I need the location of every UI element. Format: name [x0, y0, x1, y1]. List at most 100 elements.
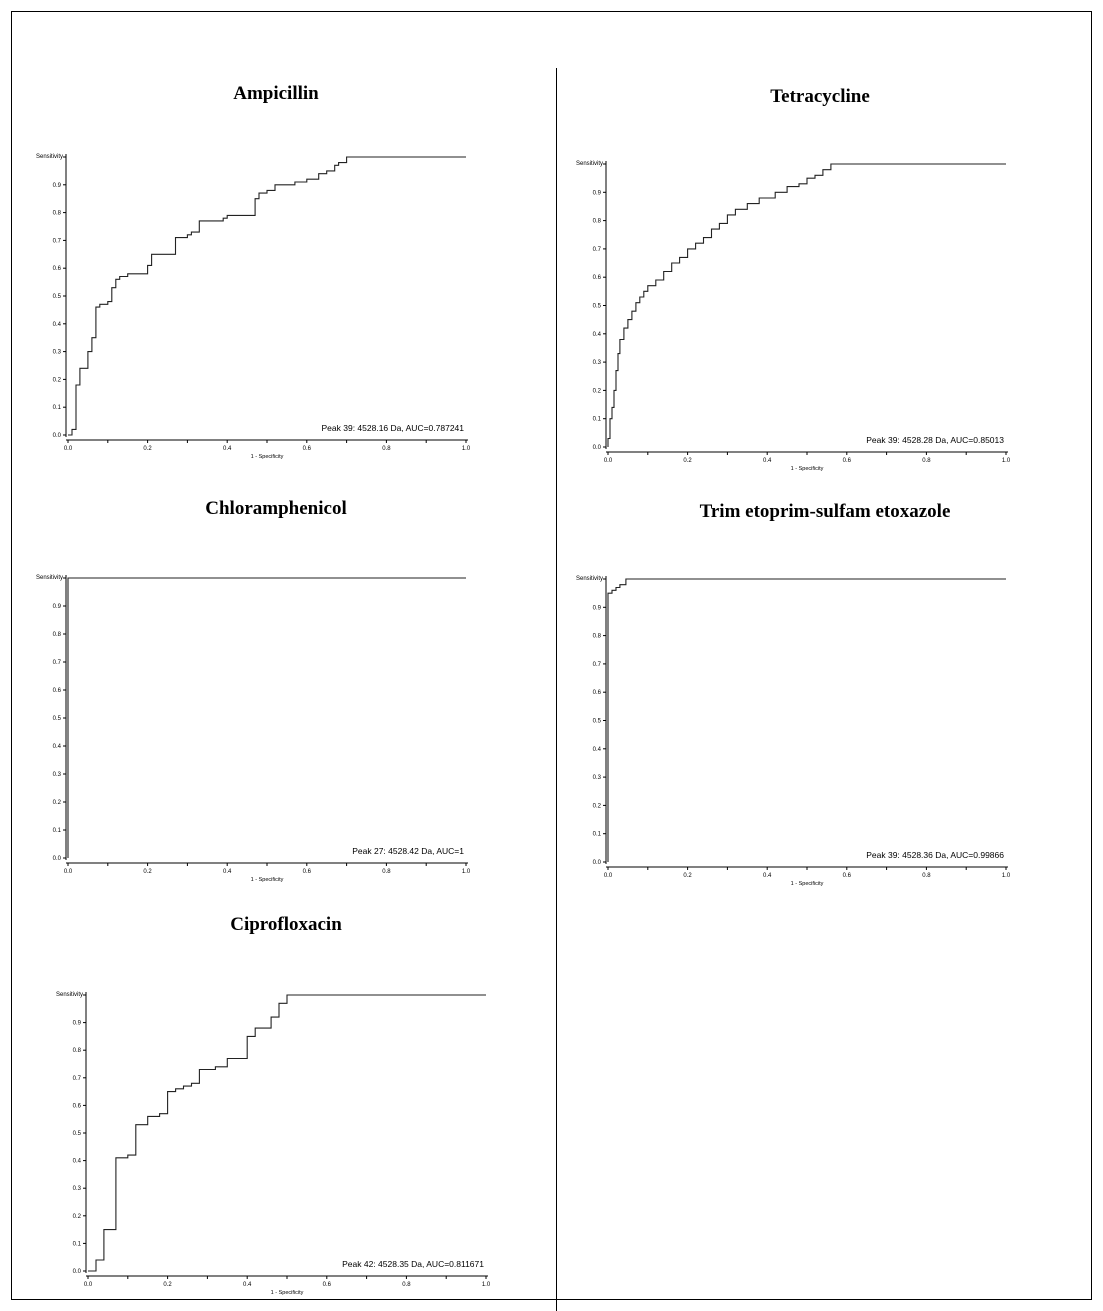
y-tick-label: 0.5: [53, 716, 62, 722]
y-tick-label: 0.4: [73, 1159, 82, 1165]
y-tick-label: 0.3: [593, 775, 602, 781]
y-axis-label: Sensitivity: [576, 576, 603, 582]
y-tick-label: 0.2: [593, 803, 602, 809]
y-tick-label: 0.8: [593, 219, 602, 225]
x-tick-label: 0.4: [223, 446, 232, 452]
y-tick-label: 0.4: [593, 332, 602, 338]
roc-curve: [607, 578, 1006, 862]
auc-annotation: Peak 39: 4528.28 Da, AUC=0.85013: [866, 435, 1004, 445]
roc-chart-tetracycline: 0.0 0.1 0.2 0.3 0.4 0.5 0.6 0.7 0.8 0.9 Sensitivit…: [576, 161, 1011, 472]
y-axis-label: Sensitivity: [36, 575, 63, 581]
x-axis-label: 1 - Specificity: [251, 877, 284, 883]
y-tick-label: 0.3: [593, 360, 602, 366]
x-tick-label: 0.0: [64, 869, 73, 875]
y-tick-label: 0.7: [53, 238, 62, 244]
roc-curve: [607, 163, 1006, 447]
y-tick-label: 0.9: [73, 1021, 82, 1027]
y-tick-label: 0.7: [53, 660, 62, 666]
roc-chart-chloramphenicol: 0.0 0.1 0.2 0.3 0.4 0.5 0.6 0.7 0.8 0.9 Sensitivit…: [36, 575, 471, 883]
y-tick-label: 0.1: [53, 405, 62, 411]
y-tick-label: 0.6: [73, 1103, 82, 1109]
y-tick-label: 0.5: [53, 294, 62, 300]
x-tick-label: 1.0: [462, 446, 471, 452]
panel-title: Tetracycline: [770, 86, 870, 107]
x-tick-label: 0.2: [143, 869, 152, 875]
y-tick-label: 0.0: [593, 445, 602, 451]
roc-chart-ampicillin: 0.0 0.1 0.2 0.3 0.4 0.5 0.6 0.7 0.8 0.9 Sensitivit…: [36, 154, 471, 460]
y-tick-label: 0.3: [53, 350, 62, 356]
x-tick-label: 0.6: [323, 1282, 332, 1288]
roc-curve: [68, 156, 466, 436]
x-axis-label: 1 - Specificity: [271, 1290, 304, 1296]
x-tick-label: 1.0: [462, 869, 471, 875]
x-tick-label: 0.8: [922, 873, 931, 879]
y-axis-label: Sensitivity: [36, 154, 63, 160]
x-tick-label: 0.0: [64, 446, 73, 452]
auc-annotation: Peak 39: 4528.36 Da, AUC=0.99866: [866, 850, 1004, 860]
y-tick-label: 0.0: [73, 1269, 82, 1275]
y-tick-label: 0.4: [53, 744, 62, 750]
auc-annotation: Peak 27: 4528.42 Da, AUC=1: [352, 846, 464, 856]
x-axis-label: 1 - Specificity: [791, 466, 824, 472]
x-axis-label: 1 - Specificity: [791, 881, 824, 887]
y-tick-label: 0.1: [593, 417, 602, 423]
x-tick-label: 0.6: [843, 873, 852, 879]
x-tick-label: 0.8: [922, 458, 931, 464]
roc-curve: [67, 577, 466, 858]
roc-chart-trimetoprim-sulfametoxazole: 0.0 0.1 0.2 0.3 0.4 0.5 0.6 0.7 0.8 0.9 Sensitivit…: [576, 576, 1011, 887]
y-tick-label: 0.0: [593, 860, 602, 866]
x-tick-label: 0.6: [843, 458, 852, 464]
y-tick-label: 0.3: [73, 1186, 82, 1192]
y-tick-label: 0.2: [53, 800, 62, 806]
x-tick-label: 0.0: [604, 873, 613, 879]
y-tick-label: 0.6: [53, 266, 62, 272]
y-tick-label: 0.8: [53, 632, 62, 638]
x-tick-label: 0.8: [402, 1282, 411, 1288]
y-tick-label: 0.6: [593, 690, 602, 696]
y-axis-label: Sensitivity: [576, 161, 603, 167]
y-tick-label: 0.0: [53, 433, 62, 439]
auc-annotation: Peak 39: 4528.16 Da, AUC=0.787241: [322, 423, 465, 433]
x-tick-label: 0.8: [382, 869, 391, 875]
y-axis-label: Sensitivity: [56, 992, 83, 998]
x-tick-label: 0.2: [163, 1282, 172, 1288]
panel-title: Trim etoprim-sulfam etoxazole: [699, 501, 951, 522]
y-tick-label: 0.9: [53, 183, 62, 189]
roc-curve: [88, 994, 486, 1272]
column-divider: [556, 68, 557, 1311]
x-tick-label: 0.0: [84, 1282, 93, 1288]
y-tick-label: 0.8: [53, 211, 62, 217]
figure-border: [11, 11, 1092, 1300]
x-tick-label: 0.2: [683, 873, 692, 879]
y-tick-label: 0.0: [53, 856, 62, 862]
y-tick-label: 0.1: [593, 832, 602, 838]
auc-annotation: Peak 42: 4528.35 Da, AUC=0.811671: [342, 1259, 484, 1269]
x-tick-label: 0.6: [303, 446, 312, 452]
y-tick-label: 0.9: [593, 605, 602, 611]
x-tick-label: 0.4: [763, 873, 772, 879]
y-tick-label: 0.9: [53, 604, 62, 610]
x-tick-label: 1.0: [482, 1282, 491, 1288]
y-tick-label: 0.6: [593, 275, 602, 281]
y-tick-label: 0.8: [73, 1048, 82, 1054]
y-tick-label: 0.1: [53, 828, 62, 834]
y-tick-label: 0.2: [593, 388, 602, 394]
x-tick-label: 0.4: [223, 869, 232, 875]
y-tick-label: 0.4: [593, 747, 602, 753]
y-tick-label: 0.3: [53, 772, 62, 778]
x-tick-label: 0.0: [604, 458, 613, 464]
x-tick-label: 0.2: [683, 458, 692, 464]
x-tick-label: 0.4: [243, 1282, 252, 1288]
panel-title: Ciprofloxacin: [230, 914, 342, 935]
y-tick-label: 0.5: [73, 1131, 82, 1137]
y-tick-label: 0.7: [593, 662, 602, 668]
y-tick-label: 0.7: [73, 1076, 82, 1082]
y-tick-label: 0.1: [73, 1241, 82, 1247]
panel-title: Chloramphenicol: [205, 498, 347, 519]
x-axis-label: 1 - Specificity: [251, 454, 284, 460]
y-tick-label: 0.7: [593, 247, 602, 253]
x-tick-label: 0.6: [303, 869, 312, 875]
y-tick-label: 0.5: [593, 719, 602, 725]
x-tick-label: 1.0: [1002, 458, 1011, 464]
